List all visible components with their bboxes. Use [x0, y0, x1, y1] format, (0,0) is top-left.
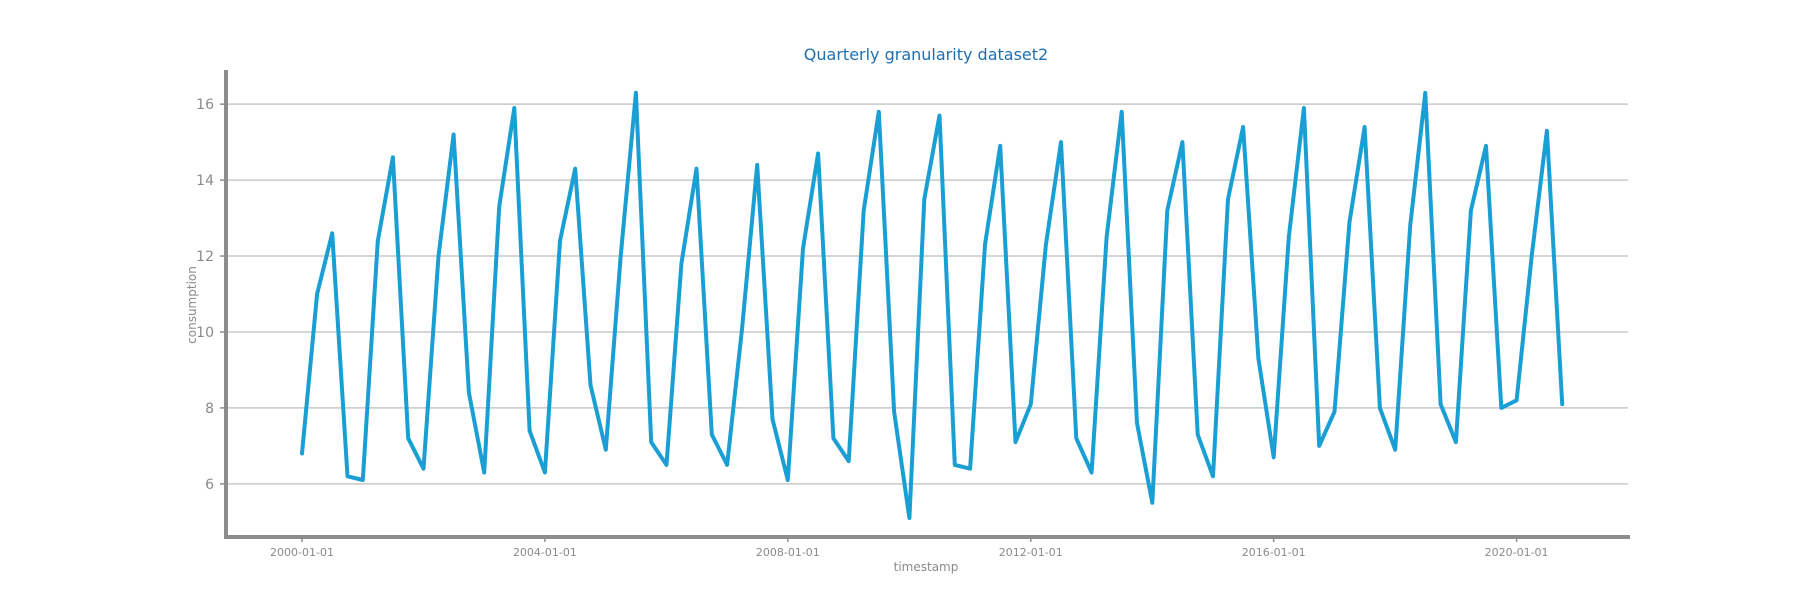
x-tick-label: 2008-01-01 — [756, 546, 820, 559]
x-axis-label: timestamp — [894, 560, 959, 574]
x-tick-label: 2020-01-01 — [1485, 546, 1549, 559]
x-tick-label: 2012-01-01 — [999, 546, 1063, 559]
axes — [224, 70, 1630, 539]
y-axis-ticks: 6 8 10 12 14 16 — [196, 97, 226, 493]
y-tick-label: 14 — [196, 173, 214, 189]
series-layer — [300, 90, 1565, 520]
y-tick-label: 6 — [205, 477, 214, 493]
chart-title: Quarterly granularity dataset2 — [804, 45, 1048, 64]
y-tick-label: 10 — [196, 325, 214, 341]
x-tick-label: 2000-01-01 — [270, 546, 334, 559]
y-tick-label: 16 — [196, 97, 214, 113]
series-line — [300, 90, 1565, 520]
y-tick-label: 8 — [205, 401, 214, 417]
y-tick-label: 12 — [196, 249, 214, 265]
x-tick-label: 2016-01-01 — [1242, 546, 1306, 559]
y-axis-label: consumption — [185, 266, 199, 344]
x-axis-ticks: 2000-01-01 2004-01-01 2008-01-01 2012-01-01… — [270, 537, 1549, 559]
x-tick-label: 2004-01-01 — [513, 546, 577, 559]
